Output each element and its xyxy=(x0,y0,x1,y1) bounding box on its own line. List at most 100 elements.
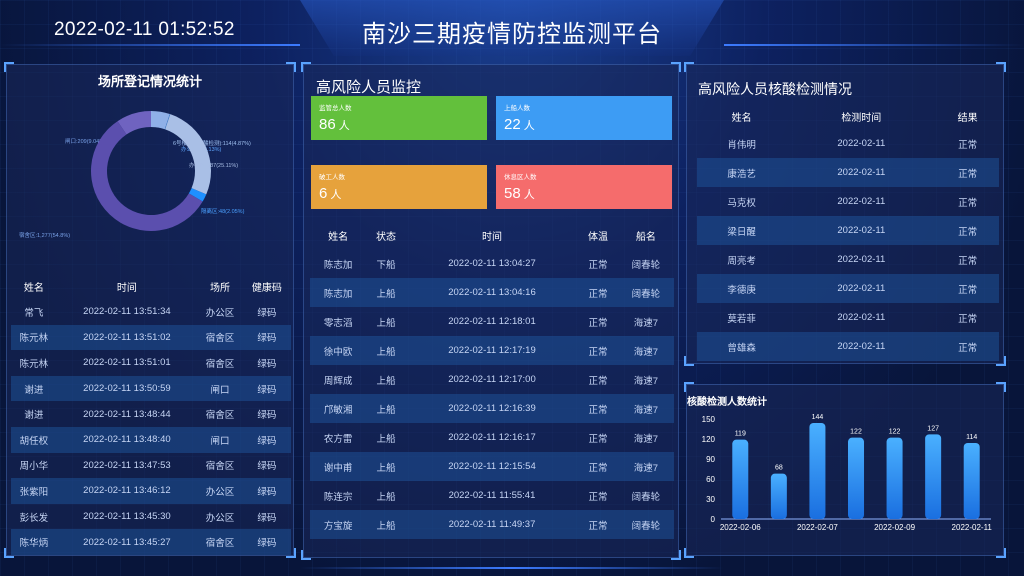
stat-value-row: 86 人 xyxy=(319,116,479,133)
table-cell: 彭长发 xyxy=(19,512,49,524)
table-cell: 2022-02-11 xyxy=(837,138,886,149)
table-cell: 上船 xyxy=(376,375,396,387)
table-row[interactable]: 谢进 2022-02-11 13:50:59 闸口 绿码 xyxy=(11,375,291,402)
table-row[interactable]: 肖伟明 2022-02-11 正常 xyxy=(697,129,999,158)
table-row[interactable]: 农方雷 上船 2022-02-11 12:16:17 正常 海速7 xyxy=(310,423,674,452)
table-cell: 正常 xyxy=(588,520,608,532)
x-tick-label: 2022-02-07 xyxy=(797,523,838,532)
table-cell: 上船 xyxy=(376,491,396,503)
venue-panel-title: 场所登记情况统计 xyxy=(97,74,202,89)
table-row[interactable]: 陈志加 上船 2022-02-11 13:04:16 正常 阔春轮 xyxy=(310,278,674,307)
table-row[interactable]: 陈志加 下船 2022-02-11 13:04:27 正常 阔春轮 xyxy=(310,249,674,278)
table-cell: 2022-02-11 13:47:53 xyxy=(83,459,171,471)
table-row[interactable]: 莫若菲 2022-02-11 正常 xyxy=(697,303,999,332)
table-row[interactable]: 常飞 2022-02-11 13:51:34 办公区 绿码 xyxy=(11,299,291,325)
bar[interactable] xyxy=(770,473,787,519)
table-row[interactable]: 方宝旋 上船 2022-02-11 11:49:37 正常 阔春轮 xyxy=(310,510,674,539)
table-row[interactable]: 张紫阳 2022-02-11 13:46:12 办公区 绿码 xyxy=(11,478,291,504)
bar[interactable] xyxy=(848,437,864,519)
chart-title: 核酸检测人数统计 xyxy=(687,397,767,408)
donut-slice[interactable] xyxy=(165,114,211,195)
table-row[interactable]: 谢中甫 上船 2022-02-11 12:15:54 正常 海速7 xyxy=(310,452,674,481)
table-cell: 正常 xyxy=(958,255,978,267)
stat-card-boarded[interactable]: 上船人数 22 人 xyxy=(496,96,672,140)
stat-label: 休息区人数 xyxy=(504,174,537,181)
stat-unit: 人 xyxy=(523,120,535,132)
table-row[interactable]: 陈元林 2022-02-11 13:51:02 宿舍区 绿码 xyxy=(11,324,291,351)
table-row[interactable]: 陈元林 2022-02-11 13:51:01 宿舍区 绿码 xyxy=(11,350,291,376)
stat-value: 86 xyxy=(319,116,336,133)
bar-value-label: 144 xyxy=(812,414,824,421)
table-row[interactable]: 马克权 2022-02-11 正常 xyxy=(697,187,999,216)
table-cell: 正常 xyxy=(588,288,608,300)
table-cell: 肖伟明 xyxy=(727,139,756,151)
table-cell: 上船 xyxy=(376,520,396,532)
bar[interactable] xyxy=(732,439,749,519)
table-cell: 2022-02-11 12:17:00 xyxy=(448,374,536,385)
table-row[interactable]: 周辉成 上船 2022-02-11 12:17:00 正常 海速7 xyxy=(310,365,674,394)
table-cell: 绿码 xyxy=(257,410,277,422)
table-row[interactable]: 康浩艺 2022-02-11 正常 xyxy=(697,158,999,187)
table-row[interactable]: 周小华 2022-02-11 13:47:53 宿舍区 绿码 xyxy=(11,453,291,479)
table-row[interactable]: 李德庚 2022-02-11 正常 xyxy=(697,274,999,303)
table-row[interactable]: 徐中欧 上船 2022-02-11 12:17:19 正常 海速7 xyxy=(310,336,674,365)
column-header: 姓名 xyxy=(23,282,44,294)
donut-slice[interactable] xyxy=(117,111,151,135)
corner-decoration xyxy=(996,548,1006,558)
table-row[interactable]: 陈华炳 2022-02-11 13:45:27 宿舍区 绿码 xyxy=(11,529,291,555)
donut-slice[interactable] xyxy=(188,188,207,202)
bar[interactable] xyxy=(963,443,980,519)
header: 2022-02-11 01:52:52 南沙三期疫情防控监测平台 xyxy=(0,0,1024,62)
table-cell: 2022-02-11 xyxy=(837,283,886,294)
donut-slice[interactable] xyxy=(164,114,171,130)
donut-slice[interactable] xyxy=(91,121,203,231)
stat-card-rest-area[interactable]: 休息区人数 58 人 xyxy=(496,165,672,209)
table-row[interactable]: 彭长发 2022-02-11 13:45:30 办公区 绿码 xyxy=(11,504,291,530)
table-cell: 陈华炳 xyxy=(19,538,49,550)
bar[interactable] xyxy=(925,434,942,519)
table-row[interactable]: 曾雄森 2022-02-11 正常 xyxy=(697,332,999,361)
table-row[interactable]: 胡任权 2022-02-11 13:48:40 闸口 绿码 xyxy=(11,426,291,453)
corner-decoration xyxy=(671,62,681,72)
table-cell: 正常 xyxy=(958,168,978,180)
table-row[interactable]: 周亮考 2022-02-11 正常 xyxy=(697,245,999,274)
table-row[interactable]: 梁日醒 2022-02-11 正常 xyxy=(697,216,999,245)
stat-card-total[interactable]: 监管总人数 86 人 xyxy=(311,96,487,140)
bar[interactable] xyxy=(886,437,903,519)
table-cell: 曾雄森 xyxy=(727,342,756,354)
nucleic-count-chart-panel: 核酸检测人数统计 0 30 60 90 120 150 119 68 144 122 122 127 1… xyxy=(684,382,1006,558)
table-cell: 海速7 xyxy=(633,404,658,416)
table-cell: 2022-02-11 13:45:30 xyxy=(83,511,171,523)
table-cell: 正常 xyxy=(958,197,978,209)
table-cell: 2022-02-11 xyxy=(837,196,886,207)
donut-slice[interactable] xyxy=(151,111,170,130)
footer-line xyxy=(300,567,724,569)
table-row[interactable]: 邝敏湘 上船 2022-02-11 12:16:39 正常 海速7 xyxy=(310,394,674,423)
table-cell: 2022-02-11 12:16:39 xyxy=(448,403,536,414)
bar[interactable] xyxy=(809,423,826,519)
venue-donut-chart: 闸口:209(9.04%)6号楼1层(核酸检测):114(4.87%)办公区:3… xyxy=(7,93,295,293)
table-cell: 上船 xyxy=(376,288,396,300)
table-row[interactable]: 陈连宗 上船 2022-02-11 11:55:41 正常 阔春轮 xyxy=(310,481,674,510)
table-cell: 阔春轮 xyxy=(631,288,661,300)
table-row[interactable]: 谢进 2022-02-11 13:48:44 宿舍区 绿码 xyxy=(11,401,291,427)
monitor-table: 姓名 状态 时间 体温 船名 陈志加 下船 2022-02-11 13:04:27 正常 阔春轮… xyxy=(310,221,674,539)
bar-chart-svg: 0 30 60 90 120 150 119 68 144 122 122 127 114 2022-02… xyxy=(702,414,993,532)
table-cell: 康浩艺 xyxy=(727,168,756,180)
table-cell: 正常 xyxy=(958,313,978,325)
table-cell: 方宝旋 xyxy=(323,520,353,532)
table-cell: 2022-02-11 13:51:02 xyxy=(83,331,171,343)
table-cell: 上船 xyxy=(376,433,396,445)
table-cell: 正常 xyxy=(588,346,608,358)
corner-decoration xyxy=(684,382,694,392)
table-cell: 绿码 xyxy=(257,486,277,498)
x-tick-label: 2022-02-09 xyxy=(874,523,915,532)
table-row[interactable]: 零志滔 上船 2022-02-11 12:18:01 正常 海速7 xyxy=(310,307,674,336)
column-header: 体温 xyxy=(588,231,608,243)
table-cell: 马克权 xyxy=(727,197,756,209)
table-cell: 正常 xyxy=(958,226,978,238)
nucleic-panel-title: 高风险人员核酸检测情况 xyxy=(698,81,852,97)
donut-label: 隔离区:48(2.05%) xyxy=(201,207,245,215)
